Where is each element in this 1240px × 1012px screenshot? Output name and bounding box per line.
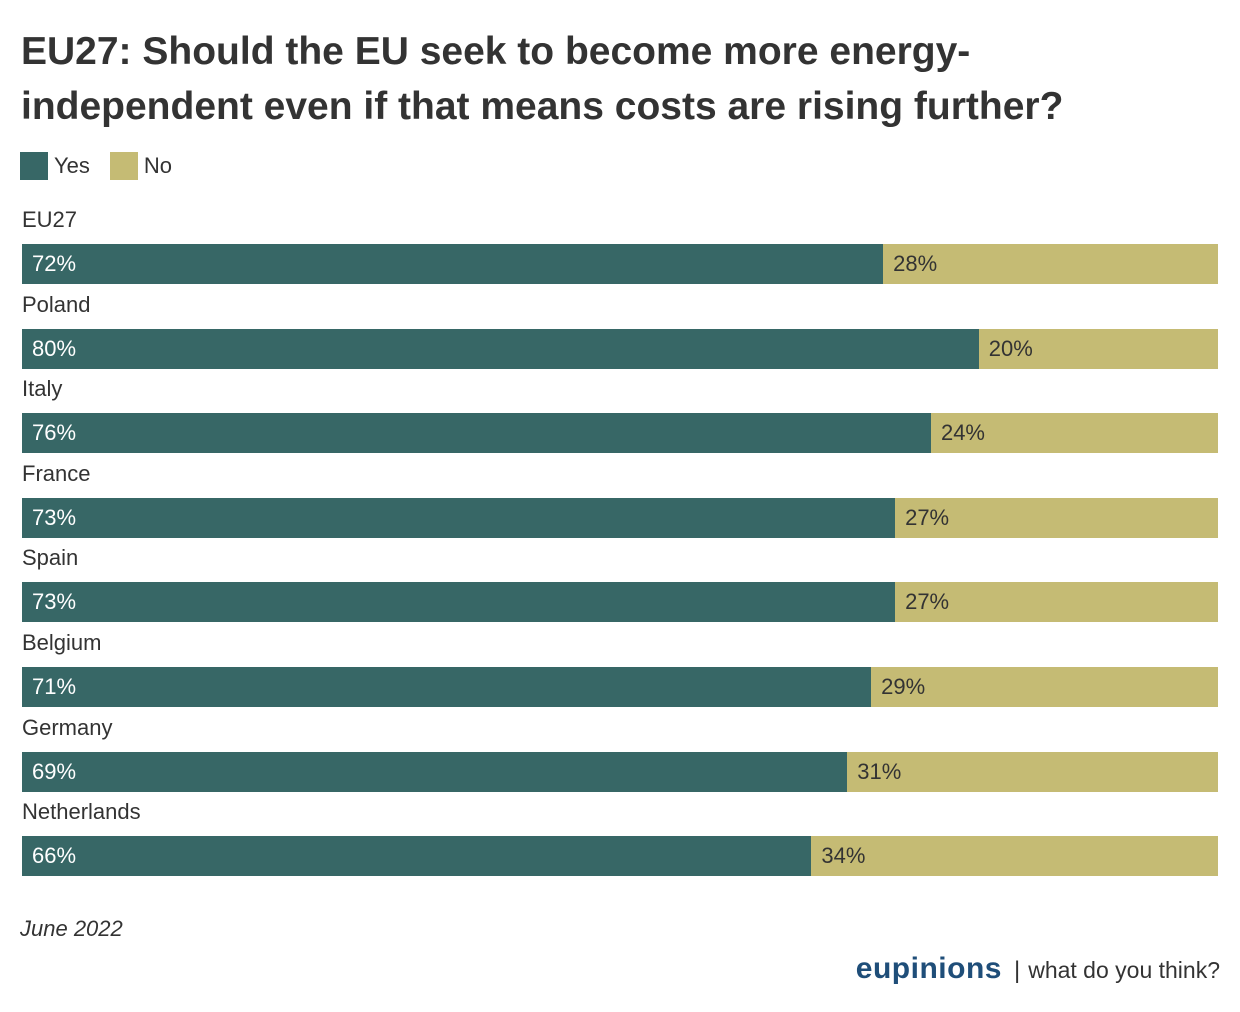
bar-no-poland — [978, 329, 1218, 369]
legend-item-yes: Yes — [20, 152, 90, 180]
data-label-no-france: 27% — [905, 505, 950, 530]
data-label-no-italy: 24% — [940, 420, 985, 445]
data-label-yes-netherlands: 66% — [32, 843, 77, 868]
date-footnote: June 2022 — [20, 916, 123, 941]
category-label-france: France — [22, 461, 91, 486]
data-label-yes-poland: 80% — [32, 336, 77, 361]
category-label-netherlands: Netherlands — [22, 799, 141, 824]
bar-no-italy — [930, 413, 1218, 453]
bar-yes-poland — [22, 329, 979, 369]
brand-separator: | — [1013, 957, 1021, 984]
chart-title: EU27: Should the EU seek to become more … — [21, 30, 1064, 128]
legend-label-yes: Yes — [54, 153, 90, 178]
data-label-yes-france: 73% — [32, 505, 77, 530]
bar-yes-belgium — [22, 667, 872, 707]
data-label-yes-belgium: 71% — [32, 674, 77, 699]
bar-yes-germany — [22, 752, 848, 792]
bar-yes-france — [22, 498, 896, 538]
legend-swatch-no — [109, 152, 138, 180]
legend-item-no: No — [109, 152, 173, 180]
data-label-no-netherlands: 34% — [821, 843, 866, 868]
bar-no-belgium — [871, 667, 1218, 707]
data-label-yes-germany: 69% — [32, 759, 77, 784]
legend-swatch-yes — [20, 152, 48, 180]
category-label-italy: Italy — [22, 376, 63, 401]
data-label-yes-spain: 73% — [32, 589, 77, 614]
data-label-yes-italy: 76% — [32, 420, 77, 445]
brand-logo: eupinions — [855, 952, 1002, 985]
data-label-yes-eu27: 72% — [32, 251, 77, 276]
bar-yes-netherlands — [22, 836, 812, 876]
data-label-no-poland: 20% — [988, 336, 1033, 361]
category-label-eu27: EU27 — [22, 207, 78, 232]
bar-no-france — [895, 498, 1218, 538]
legend-label-no: No — [143, 153, 173, 178]
bar-no-spain — [895, 582, 1218, 622]
data-label-no-eu27: 28% — [893, 251, 938, 276]
legend: Yes No — [20, 151, 192, 181]
data-label-no-spain: 27% — [905, 589, 950, 614]
brand-footer: eupinions | what do you think? — [856, 952, 1220, 986]
category-label-belgium: Belgium — [22, 630, 102, 655]
data-label-no-germany: 31% — [857, 759, 902, 784]
category-label-spain: Spain — [22, 545, 79, 570]
bar-no-eu27 — [883, 244, 1218, 284]
bar-no-germany — [847, 752, 1218, 792]
data-label-no-belgium: 29% — [881, 674, 926, 699]
bar-no-netherlands — [811, 836, 1218, 876]
bar-yes-italy — [22, 413, 931, 453]
bar-yes-eu27 — [22, 244, 884, 284]
category-label-germany: Germany — [22, 715, 113, 740]
category-label-poland: Poland — [22, 292, 91, 317]
brand-tagline: what do you think? — [1028, 957, 1220, 983]
bar-yes-spain — [22, 582, 896, 622]
